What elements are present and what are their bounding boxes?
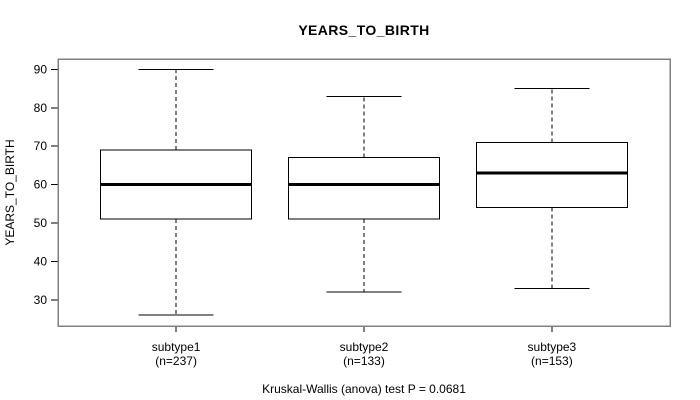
- plot-frame: [57, 58, 671, 327]
- x-category-count: (n=153): [531, 354, 573, 368]
- x-category-label: subtype1: [152, 340, 201, 354]
- y-tick-label: 50: [34, 216, 48, 230]
- y-tick-label: 70: [34, 139, 48, 153]
- iqr-box: [475, 141, 628, 209]
- y-tick-label: 80: [34, 101, 48, 115]
- x-category-label: subtype3: [528, 340, 577, 354]
- x-category-label: subtype2: [340, 340, 389, 354]
- box-group: subtype3(n=153): [475, 88, 628, 368]
- iqr-box: [288, 157, 440, 220]
- stat-test-caption: Kruskal-Wallis (anova) test P = 0.0681: [262, 382, 466, 396]
- box-group: subtype1(n=237): [100, 68, 253, 368]
- y-tick-label: 90: [34, 62, 48, 76]
- x-category-count: (n=237): [155, 354, 197, 368]
- box-group: subtype2(n=133): [288, 95, 440, 368]
- y-tick-label: 60: [34, 178, 48, 192]
- chart-title: YEARS_TO_BIRTH: [298, 22, 430, 38]
- y-tick-label: 30: [34, 293, 48, 307]
- y-axis-label: YEARS_TO_BIRTH: [3, 139, 17, 245]
- x-category-count: (n=133): [343, 354, 385, 368]
- y-tick-label: 40: [34, 254, 48, 268]
